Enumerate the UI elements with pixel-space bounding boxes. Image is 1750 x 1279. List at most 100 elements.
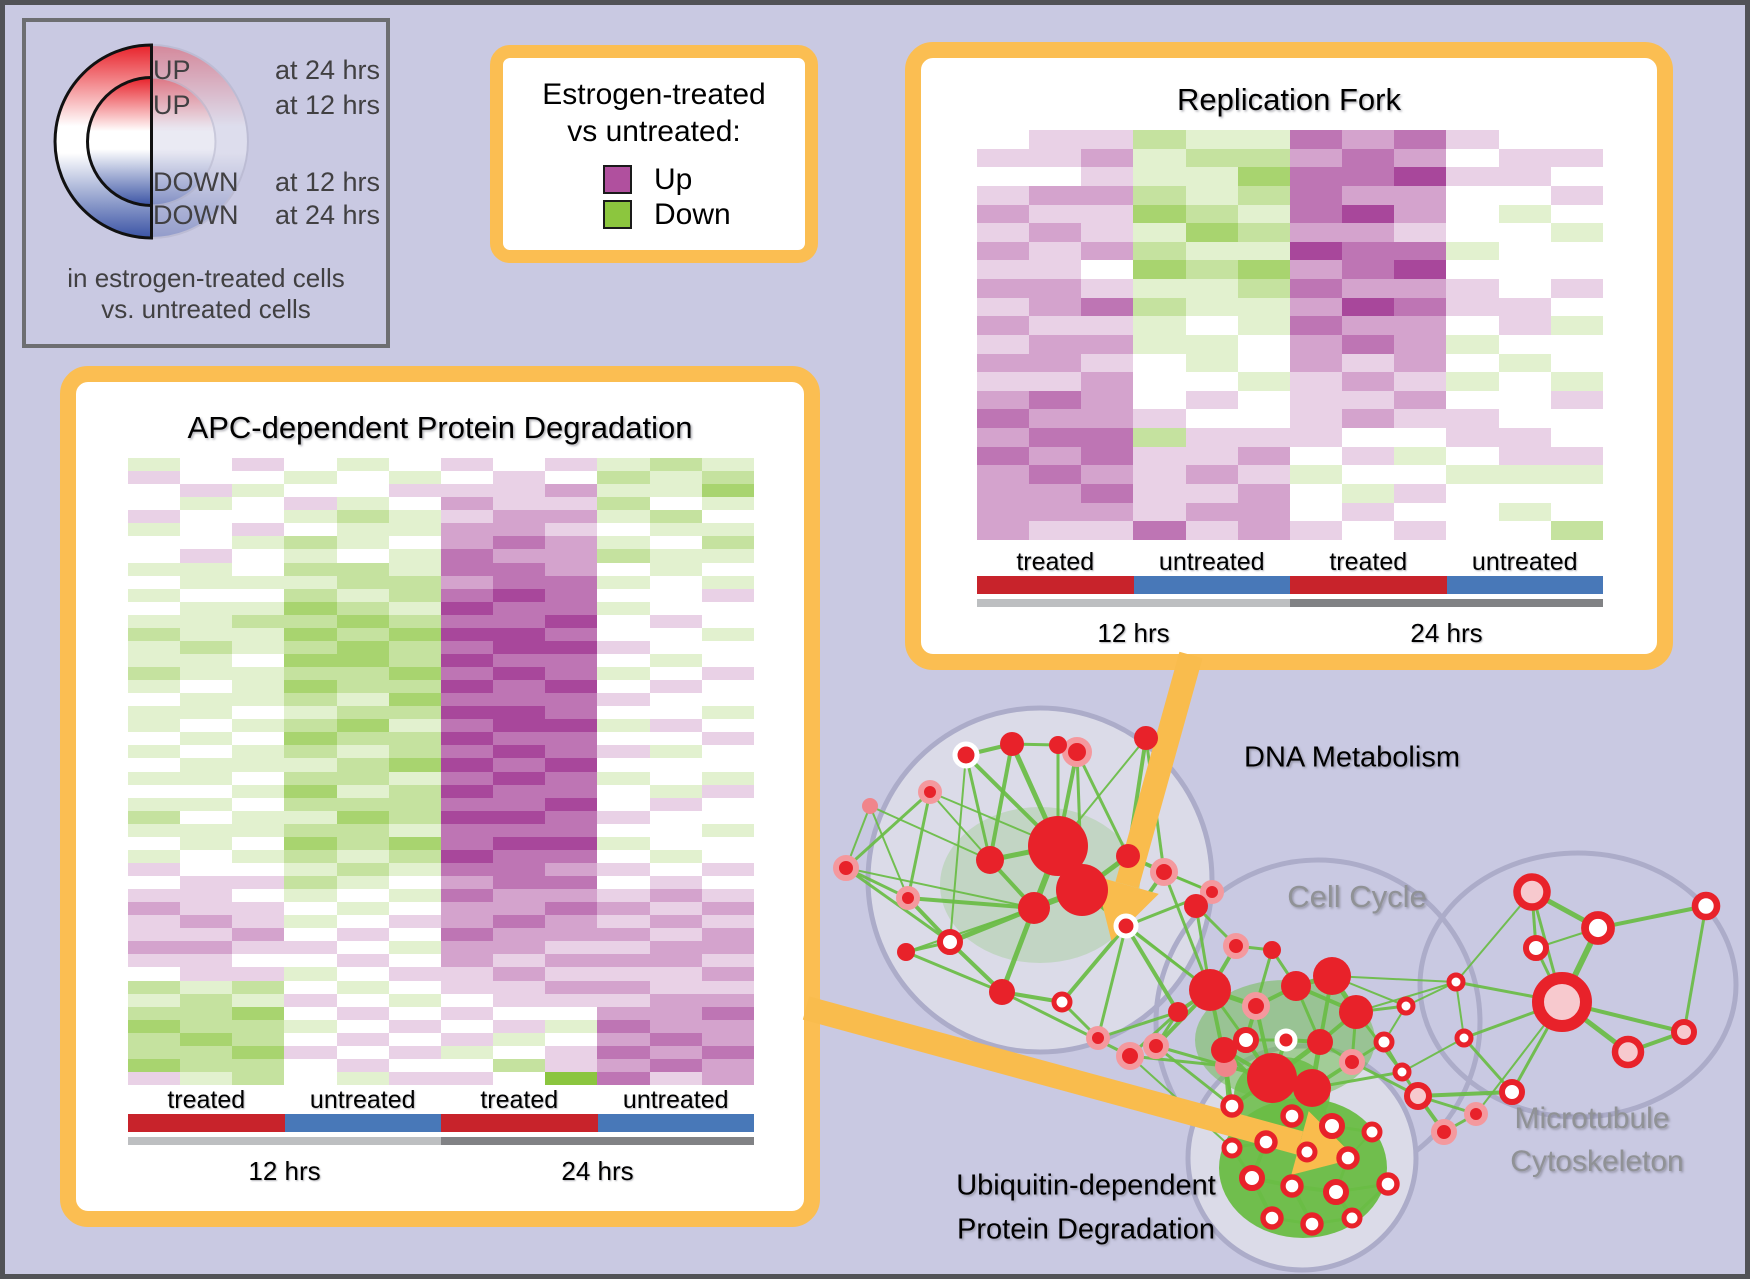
heatmap-cell [977,483,1030,503]
gene-node-solid [1247,1053,1297,1103]
heatmap-cell [128,653,181,667]
network-edge [1250,1141,1268,1179]
network-edge [1235,944,1273,952]
network-edge [929,791,1059,847]
network-edge [1209,987,1257,1009]
heatmap-cell [232,941,285,955]
panel-pointer-arrow-shaft [1115,651,1203,889]
gene-node-halo [833,855,859,881]
heatmap-row [977,185,1603,205]
heatmap-cell [493,915,546,929]
heatmap-cell [284,876,337,890]
heatmap-cell [336,588,389,602]
ring-caption-line2: vs. untreated cells [101,294,311,324]
heatmap-cell [336,823,389,837]
network-edge [1270,1040,1322,1080]
heatmap-cell [701,993,754,1007]
gene-node-halo [896,886,920,910]
heatmap-cell [977,502,1030,522]
heatmap-cell [388,588,441,602]
network-edge [1001,990,1131,1058]
heatmap-cell [1185,279,1238,298]
heatmap-cell [232,523,285,537]
heatmap-cell [1289,185,1343,205]
heatmap-row [977,372,1603,391]
network-edge [1054,844,1086,892]
gene-node-ringwhite [1220,1094,1244,1118]
heatmap-cell [1342,316,1395,335]
heatmap-cell [232,980,285,994]
heatmap-cell [1237,223,1290,242]
heatmap-cell [1133,297,1186,317]
heatmap-cell [649,627,702,641]
network-edge [1290,1151,1309,1187]
heatmap-cell [1081,390,1134,410]
heatmap-cell [284,810,337,824]
heatmap-cell [1133,241,1186,261]
gene-node-solid [1028,816,1088,876]
network-edge [1154,1011,1180,1047]
gene-node-pinksolid [862,798,878,814]
heatmap-cell [336,614,389,628]
heatmap-cell [1133,167,1186,186]
heatmap-cell [545,575,598,589]
heatmap-cell [1394,316,1447,335]
heatmap-cell [440,601,494,615]
heatmap-cell [1133,148,1186,168]
heatmap-cell [597,941,650,955]
heatmap-cell [284,849,337,863]
heatmap-cell [440,849,494,863]
heatmap-cell [1289,130,1343,149]
network-edge [1560,1000,1630,1054]
heatmap-cell [1289,279,1343,298]
label-microtubule-line1: Microtubule [1514,1102,1670,1135]
network-edge [1295,973,1333,989]
ring-legend-row: UP at 24 hrs [153,54,380,86]
heatmap-cell [1029,130,1082,149]
heatmap-cell [1133,334,1186,354]
heatmap-cell [128,876,181,890]
heatmap-cell [1394,502,1447,522]
gene-node-ringwhite [1051,991,1073,1013]
heatmap-cell [545,1071,598,1085]
ring-legend-caption: in estrogen-treated cells vs. untreated … [26,263,386,325]
heatmap-row [977,502,1603,522]
network-edge [1290,1087,1314,1117]
heatmap-cell [284,667,337,681]
heatmap-cell [493,484,546,498]
network-edge [1194,904,1238,948]
heatmap-cell [1029,241,1082,261]
network-edge [1127,855,1213,893]
heatmap-cell [1237,446,1290,466]
heatmap-cell [597,1045,650,1059]
treatment-color-bar [441,1114,598,1132]
heatmap-cell [597,1071,650,1085]
heatmap-cell [232,680,285,694]
heatmap-cell [1081,167,1134,186]
heatmap-row [128,510,754,524]
heatmap-cell [1237,465,1290,484]
heatmap-cell [1498,409,1551,428]
heatmap-cell [1498,428,1551,447]
heatmap-cell [701,667,754,681]
heatmap-cell [977,521,1030,540]
heatmap-cell [1237,148,1290,168]
heatmap-cell [545,471,598,485]
heatmap-cell [128,588,181,602]
heatmap-cell [649,915,702,929]
heatmap-cell [1029,465,1082,484]
heatmap-cell [440,876,494,890]
heatmap-cell [649,536,702,550]
heatmap-cell [336,862,389,876]
network-edge [1383,1005,1407,1043]
network-edge [869,805,909,899]
heatmap-cell [649,928,702,942]
heatmap-cell [128,640,181,654]
heatmap-cell [440,693,494,707]
heatmap-cell [1081,260,1134,279]
heatmap-cell [128,667,181,681]
heatmap-cell [180,915,233,929]
heatmap-cell [597,536,650,550]
heatmap-cell [284,928,337,942]
heatmap-row [128,497,754,511]
